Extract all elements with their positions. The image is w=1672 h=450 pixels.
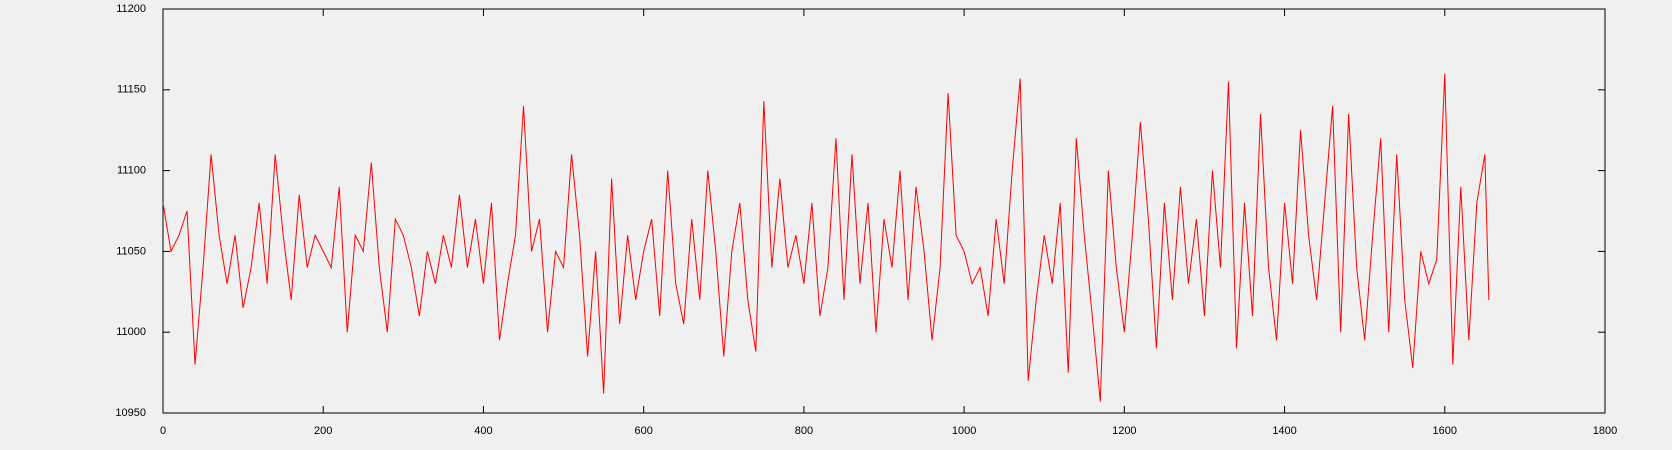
x-tick-label: 1400 bbox=[1272, 425, 1296, 437]
x-tick-label: 1600 bbox=[1433, 425, 1457, 437]
x-tick-label: 600 bbox=[634, 425, 652, 437]
x-tick-label: 800 bbox=[795, 425, 813, 437]
y-tick-label: 11150 bbox=[117, 84, 146, 96]
x-tick-label: 200 bbox=[314, 425, 332, 437]
x-tick-label: 1800 bbox=[1593, 425, 1617, 437]
data-line bbox=[162, 73, 1490, 402]
x-tick-label: 1000 bbox=[952, 425, 976, 437]
y-tick-label: 11000 bbox=[116, 326, 146, 338]
y-tick-label: 11100 bbox=[117, 165, 146, 177]
y-tick-label: 10950 bbox=[115, 407, 146, 419]
x-tick-label: 400 bbox=[474, 425, 492, 437]
plot-frame bbox=[162, 8, 1606, 414]
x-tick-label: 1200 bbox=[1112, 425, 1136, 437]
y-tick-label: 11200 bbox=[116, 3, 146, 15]
x-tick-label: 0 bbox=[160, 425, 166, 437]
y-tick-label: 11050 bbox=[116, 245, 146, 257]
